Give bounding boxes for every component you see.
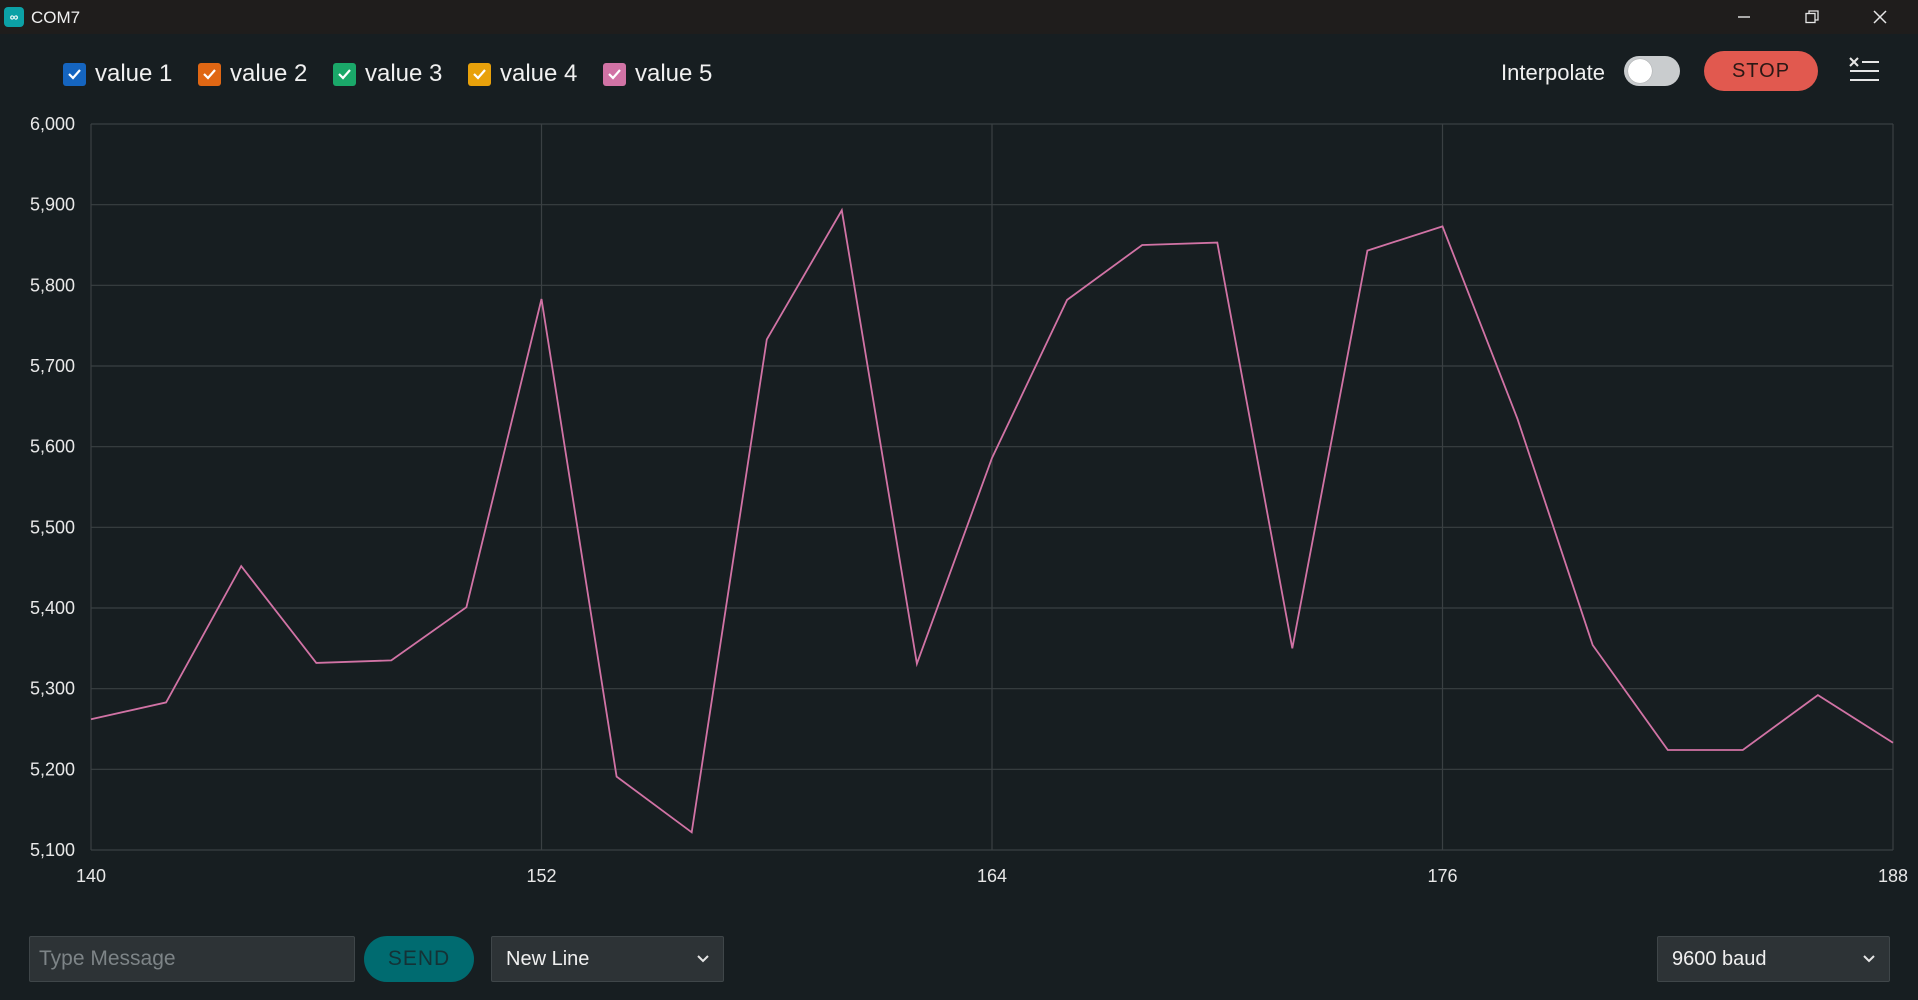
y-tick-label: 5,400 bbox=[30, 598, 75, 618]
checkbox-value-1[interactable] bbox=[63, 62, 86, 86]
x-tick-label: 176 bbox=[1427, 866, 1457, 886]
series-label-value-5: value 5 bbox=[635, 60, 713, 87]
checkbox-value-5[interactable] bbox=[603, 62, 626, 86]
y-tick-label: 6,000 bbox=[30, 114, 75, 134]
x-tick-label: 188 bbox=[1878, 866, 1908, 886]
plotter-toolbar: value 1 value 2 value 3 value 4 value 5 … bbox=[0, 40, 1918, 106]
line-ending-value: New Line bbox=[506, 947, 590, 970]
y-tick-label: 5,200 bbox=[30, 759, 75, 779]
y-tick-label: 5,100 bbox=[30, 840, 75, 860]
x-tick-label: 152 bbox=[526, 866, 556, 886]
clear-output-icon[interactable] bbox=[1848, 54, 1882, 88]
chevron-down-icon bbox=[1863, 955, 1875, 963]
send-button[interactable]: SEND bbox=[364, 936, 474, 982]
series-toggle-value-5[interactable]: value 5 bbox=[603, 58, 712, 90]
series-toggle-value-1[interactable]: value 1 bbox=[63, 58, 172, 90]
switch-knob bbox=[1628, 59, 1652, 83]
window-title: COM7 bbox=[31, 8, 81, 27]
series-toggle-value-2[interactable]: value 2 bbox=[198, 58, 307, 90]
series-label-value-1: value 1 bbox=[95, 60, 173, 87]
series-label-value-2: value 2 bbox=[230, 60, 308, 87]
line-chart: 6,000 5,900 5,800 5,700 5,600 5,500 5,400 5,300… bbox=[30, 114, 1908, 886]
series-label-value-3: value 3 bbox=[365, 60, 443, 87]
baud-rate-value: 9600 baud bbox=[1672, 947, 1767, 970]
y-tick-label: 5,600 bbox=[30, 437, 75, 457]
arduino-infinity-icon: ∞ bbox=[4, 7, 24, 27]
stop-button[interactable]: STOP bbox=[1704, 51, 1818, 91]
y-tick-label: 5,700 bbox=[30, 356, 75, 376]
chevron-down-icon bbox=[697, 955, 709, 963]
y-tick-label: 5,800 bbox=[30, 275, 75, 295]
restore-icon bbox=[1805, 10, 1819, 24]
line-ending-select[interactable]: New Line bbox=[491, 936, 724, 982]
y-tick-label: 5,900 bbox=[30, 195, 75, 215]
y-tick-label: 5,500 bbox=[30, 517, 75, 537]
checkbox-value-3[interactable] bbox=[333, 62, 356, 86]
baud-rate-select[interactable]: 9600 baud bbox=[1657, 936, 1890, 982]
checkmark-icon bbox=[338, 69, 351, 80]
close-button[interactable] bbox=[1846, 0, 1914, 34]
checkmark-icon bbox=[68, 69, 81, 80]
title-bar: ∞ COM7 bbox=[0, 0, 1918, 34]
x-tick-label: 164 bbox=[977, 866, 1007, 886]
minimize-icon bbox=[1738, 16, 1750, 18]
interpolate-switch[interactable] bbox=[1624, 56, 1680, 86]
y-tick-label: 5,300 bbox=[30, 679, 75, 699]
series-line-value-5 bbox=[90, 207, 1894, 834]
minimize-button[interactable] bbox=[1710, 0, 1778, 34]
message-input[interactable] bbox=[29, 936, 355, 982]
series-toggle-value-4[interactable]: value 4 bbox=[468, 58, 577, 90]
series-toggle-value-3[interactable]: value 3 bbox=[333, 58, 442, 90]
plot-area: 6,000 5,900 5,800 5,700 5,600 5,500 5,400 5,300… bbox=[0, 106, 1918, 896]
checkbox-value-4[interactable] bbox=[468, 62, 491, 86]
checkmark-icon bbox=[608, 69, 621, 80]
close-icon bbox=[1873, 10, 1887, 24]
interpolate-label: Interpolate bbox=[1501, 60, 1605, 85]
checkmark-icon bbox=[203, 69, 216, 80]
checkbox-value-2[interactable] bbox=[198, 62, 221, 86]
checkmark-icon bbox=[473, 69, 486, 80]
x-tick-label: 140 bbox=[76, 866, 106, 886]
restore-button[interactable] bbox=[1778, 0, 1846, 34]
series-label-value-4: value 4 bbox=[500, 60, 578, 87]
